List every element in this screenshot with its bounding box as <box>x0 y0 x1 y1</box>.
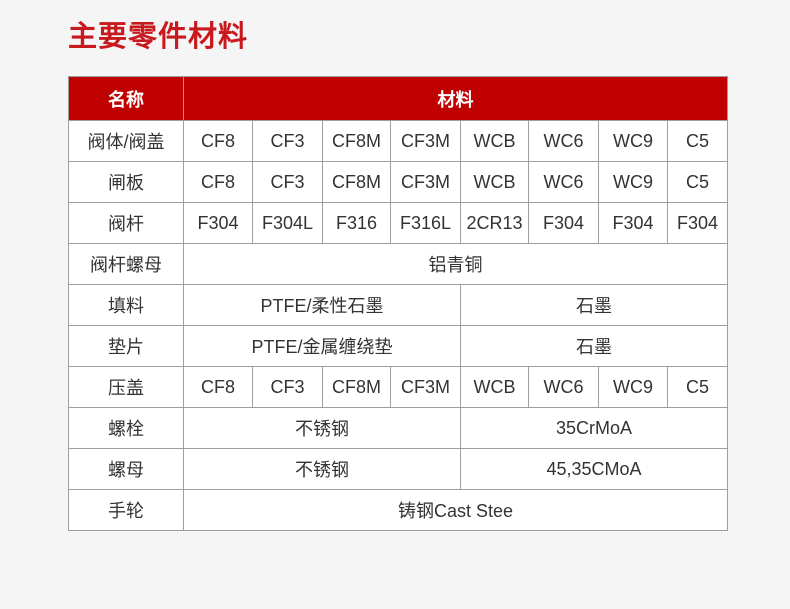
material-cell: WCB <box>460 366 529 408</box>
table-body: 阀体/阀盖 CF8 CF3 CF8M CF3M WCB WC6 WC9 C5 闸板 CF8 CF3 CF… <box>68 120 728 531</box>
material-cell: CF8 <box>183 161 253 203</box>
material-cell: C5 <box>667 366 728 408</box>
table-row: 螺栓 不锈钢 35CrMoA <box>68 407 728 449</box>
table-row: 压盖 CF8 CF3 CF8M CF3M WCB WC6 WC9 C5 <box>68 366 728 408</box>
material-cell: WC9 <box>598 366 668 408</box>
material-cell: CF3 <box>252 120 323 162</box>
row-label: 阀杆 <box>68 202 184 244</box>
material-cell: CF8M <box>322 161 391 203</box>
table-row: 阀杆螺母 铝青铜 <box>68 243 728 285</box>
material-cell: F304 <box>667 202 728 244</box>
table-row: 填料 PTFE/柔性石墨 石墨 <box>68 284 728 326</box>
material-cell: WC9 <box>598 161 668 203</box>
material-cell: CF3M <box>390 366 461 408</box>
material-cell: F316 <box>322 202 391 244</box>
materials-table: 名称 材料 阀体/阀盖 CF8 CF3 CF8M CF3M WCB WC6 WC9 C5 闸板 CF… <box>68 76 728 531</box>
header-cell-name: 名称 <box>68 76 184 121</box>
row-label: 压盖 <box>68 366 184 408</box>
table-row: 阀杆 F304 F304L F316 F316L 2CR13 F304 F304 F304 <box>68 202 728 244</box>
table-row: 闸板 CF8 CF3 CF8M CF3M WCB WC6 WC9 C5 <box>68 161 728 203</box>
material-cell: WC6 <box>528 161 599 203</box>
material-cell: 铝青铜 <box>183 243 728 285</box>
material-cell: 2CR13 <box>460 202 529 244</box>
header-cell-material: 材料 <box>183 76 728 121</box>
row-label: 阀杆螺母 <box>68 243 184 285</box>
material-cell: 铸钢Cast Stee <box>183 489 728 531</box>
table-row: 阀体/阀盖 CF8 CF3 CF8M CF3M WCB WC6 WC9 C5 <box>68 120 728 162</box>
row-label: 螺栓 <box>68 407 184 449</box>
material-cell: WC9 <box>598 120 668 162</box>
material-cell: PTFE/柔性石墨 <box>183 284 461 326</box>
material-cell: 不锈钢 <box>183 407 461 449</box>
row-label: 闸板 <box>68 161 184 203</box>
material-cell: CF8M <box>322 366 391 408</box>
material-cell: F316L <box>390 202 461 244</box>
material-cell: CF3 <box>252 366 323 408</box>
material-cell: WC6 <box>528 366 599 408</box>
material-cell: PTFE/金属缠绕垫 <box>183 325 461 367</box>
material-cell: CF8 <box>183 366 253 408</box>
table-header-row: 名称 材料 <box>68 76 728 121</box>
row-label: 垫片 <box>68 325 184 367</box>
row-label: 阀体/阀盖 <box>68 120 184 162</box>
material-cell: 不锈钢 <box>183 448 461 490</box>
material-cell: CF8 <box>183 120 253 162</box>
material-cell: WCB <box>460 161 529 203</box>
material-cell: C5 <box>667 161 728 203</box>
material-cell: F304 <box>528 202 599 244</box>
material-cell: 45,35CMoA <box>460 448 728 490</box>
table-row: 手轮 铸钢Cast Stee <box>68 489 728 531</box>
table-row: 垫片 PTFE/金属缠绕垫 石墨 <box>68 325 728 367</box>
row-label: 手轮 <box>68 489 184 531</box>
material-cell: CF3M <box>390 120 461 162</box>
material-cell: CF3 <box>252 161 323 203</box>
material-cell: 石墨 <box>460 284 728 326</box>
row-label: 螺母 <box>68 448 184 490</box>
material-cell: WCB <box>460 120 529 162</box>
row-label: 填料 <box>68 284 184 326</box>
material-cell: F304 <box>598 202 668 244</box>
table-row: 螺母 不锈钢 45,35CMoA <box>68 448 728 490</box>
page-title: 主要零件材料 <box>68 21 249 53</box>
material-cell: 35CrMoA <box>460 407 728 449</box>
material-cell: WC6 <box>528 120 599 162</box>
material-cell: 石墨 <box>460 325 728 367</box>
material-cell: F304 <box>183 202 253 244</box>
material-cell: C5 <box>667 120 728 162</box>
material-cell: CF8M <box>322 120 391 162</box>
material-cell: CF3M <box>390 161 461 203</box>
material-cell: F304L <box>252 202 323 244</box>
